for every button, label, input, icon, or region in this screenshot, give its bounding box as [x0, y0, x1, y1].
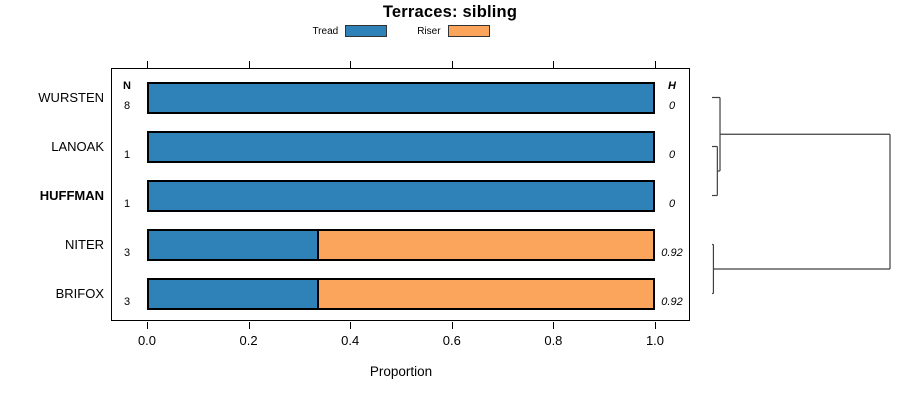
x-tick-top	[147, 61, 148, 68]
legend-label-tread: Tread	[312, 25, 339, 37]
category-label-brifox: BRIFOX	[55, 285, 104, 301]
x-tick-bottom	[248, 322, 250, 329]
n-value: 3	[123, 246, 131, 259]
h-column-header: H	[668, 80, 676, 92]
h-value: 0.92	[661, 246, 683, 259]
bar-brifox	[147, 277, 655, 310]
bar-segment-tread	[149, 230, 319, 259]
h-value: 0.92	[661, 295, 683, 308]
bar-wursten	[147, 81, 655, 114]
bar-lanoak	[147, 130, 655, 163]
legend-label-riser: Riser	[417, 25, 441, 37]
legend-swatch-riser	[447, 25, 490, 37]
h-value: 0	[668, 148, 676, 161]
x-tick-label: 0.4	[341, 333, 360, 348]
bar-niter	[147, 228, 655, 261]
x-tick-label: 0.6	[442, 333, 461, 348]
category-label-wursten: WURSTEN	[38, 89, 104, 105]
x-tick-top	[655, 61, 656, 68]
category-label-lanoak: LANOAK	[51, 138, 104, 154]
x-tick-bottom	[655, 322, 656, 329]
n-value: 8	[123, 99, 131, 112]
x-tick-bottom	[553, 322, 555, 329]
x-tick-label: 0.0	[137, 333, 157, 348]
dendrogram	[712, 96, 891, 295]
legend-swatch-tread	[345, 25, 388, 37]
x-tick-top	[350, 61, 352, 68]
x-tick-bottom	[147, 322, 148, 329]
x-tick-top	[451, 61, 453, 68]
legend-item-tread: Tread	[312, 25, 388, 37]
n-value: 1	[123, 197, 131, 210]
x-axis-label: Proportion	[369, 364, 433, 379]
x-tick-bottom	[451, 322, 453, 329]
x-tick-bottom	[350, 322, 352, 329]
bar-segment-tread	[149, 279, 319, 308]
n-value: 3	[123, 295, 131, 308]
n-value: 1	[123, 148, 131, 161]
x-tick-label: 0.8	[544, 333, 563, 348]
h-value: 0	[668, 197, 676, 210]
bar-huffman	[147, 179, 655, 212]
chart-title: Terraces: sibling	[382, 3, 518, 21]
category-label-niter: NITER	[65, 236, 104, 252]
x-tick-label: 0.2	[239, 333, 258, 348]
x-tick-top	[553, 61, 555, 68]
h-value: 0	[668, 99, 676, 112]
legend-item-riser: Riser	[417, 25, 490, 37]
category-label-huffman: HUFFMAN	[39, 187, 104, 203]
x-tick-label: 1.0	[645, 333, 665, 348]
x-tick-top	[248, 61, 250, 68]
legend: Tread Riser	[0, 25, 802, 37]
n-column-header: N	[123, 80, 131, 92]
